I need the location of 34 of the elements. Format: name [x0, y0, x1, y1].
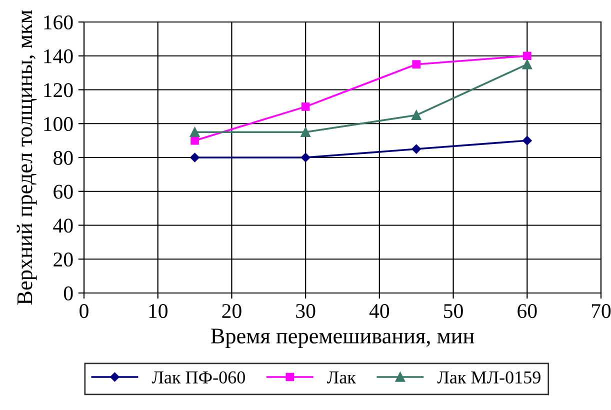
- point: [522, 52, 532, 60]
- point: [411, 110, 422, 120]
- x-tick-label: 70: [592, 304, 611, 318]
- x-tick-label: 60: [518, 304, 537, 318]
- point: [190, 136, 199, 145]
- y-tick-label: 160: [44, 15, 73, 30]
- y-tick-label: 20: [54, 252, 73, 267]
- legend-label: Лак ПФ-060: [152, 371, 245, 384]
- point: [301, 102, 310, 111]
- x-tick-label: 10: [149, 304, 168, 318]
- point: [412, 60, 421, 69]
- y-tick-label: 80: [54, 150, 73, 165]
- y-tick-label: 40: [53, 218, 73, 233]
- point: [190, 127, 200, 137]
- point: [300, 127, 310, 137]
- x-tick-label: 50: [444, 304, 463, 318]
- y-tick-label: 140: [44, 49, 73, 64]
- point: [522, 136, 532, 146]
- x-tick-label: 40: [369, 304, 390, 318]
- y-tick-label: 100: [44, 117, 73, 132]
- y-axis-title: Верхний предел толщины, мкм: [16, 10, 37, 305]
- y-tick-label: 120: [44, 83, 73, 98]
- legend-label: Лак МЛ-0159: [437, 371, 540, 384]
- x-tick-label: 20: [222, 304, 242, 318]
- legend-label: Лак: [327, 372, 356, 384]
- x-tick-label: 0: [80, 304, 88, 318]
- point: [522, 59, 532, 70]
- point: [412, 144, 421, 154]
- y-tick-label: 0: [64, 286, 73, 300]
- point: [300, 152, 310, 162]
- point: [190, 152, 200, 162]
- x-axis-title: Время перемешивания, мин: [210, 328, 474, 348]
- y-tick-label: 60: [54, 184, 73, 199]
- x-tick-label: 30: [296, 304, 316, 318]
